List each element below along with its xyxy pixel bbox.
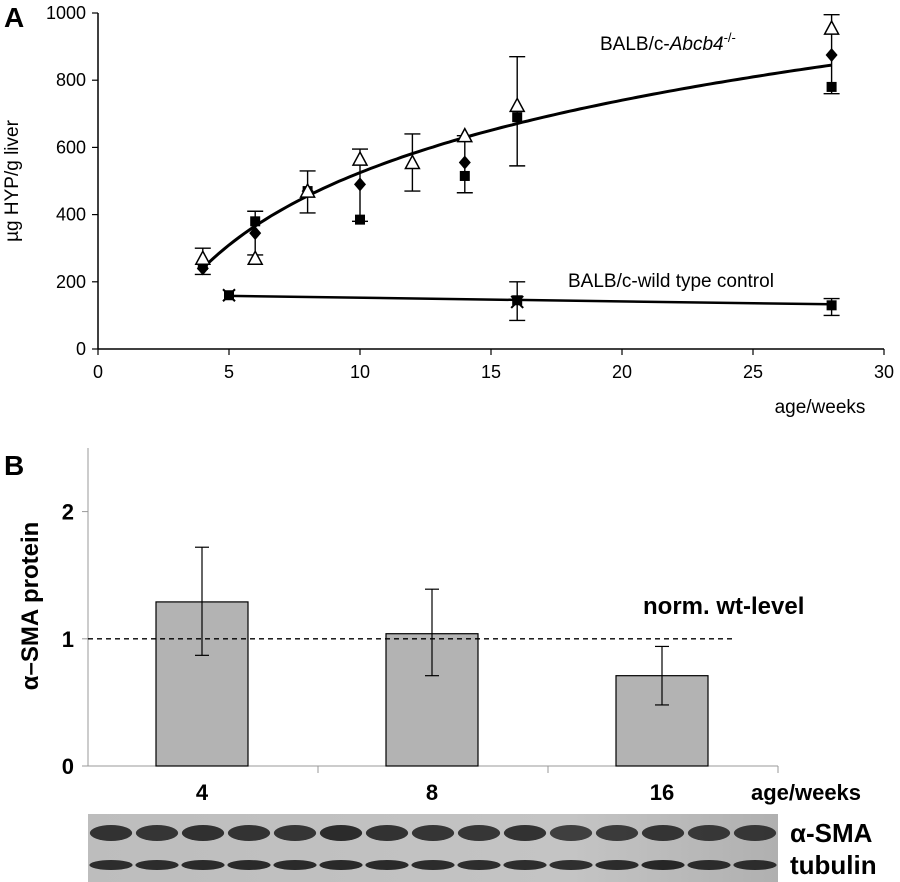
blot-band-tubulin [319,860,363,870]
blot-band-tubulin [365,860,409,870]
data-point-triangle-open [299,182,316,198]
y-tick-label: 0 [62,754,74,779]
data-point-diamond [458,155,471,170]
y-tick-label: 400 [56,205,86,225]
western-blot-image [88,814,778,882]
data-point-triangle-open [404,153,421,170]
panel-a-letter: A [4,2,24,33]
data-point-square [512,295,523,306]
figure-canvas: A µg HYP/g liver age/weeks 0200400600800… [2,2,894,805]
blot-band-asma [89,825,133,841]
blot-band-asma [227,825,271,841]
blot-band-asma [273,825,317,841]
blot-label-asma: α-SMA [790,818,873,848]
data-point-square [355,214,365,225]
data-point-cross [510,295,524,309]
blot-band-asma [319,825,363,841]
blot-band-asma [365,825,409,841]
x-tick-label: 5 [224,362,234,382]
data-point-triangle-open [456,127,474,143]
blot-band-asma [733,825,777,841]
blot-band-tubulin [89,860,133,870]
data-point-square [459,170,470,181]
blot-band-tubulin [273,860,317,870]
data-point-square [826,300,837,311]
blot-band-asma [503,825,547,841]
data-point-triangle-open [508,96,526,113]
data-point-triangle-open [351,150,369,166]
data-point-cross [222,288,236,302]
blot-band-tubulin [641,860,685,870]
panel-b-chart: α–SMA protein age/weeks 0 1 2 4 8 16 norm. w… [17,448,861,805]
error-bar [655,645,669,706]
blot-band-tubulin [733,860,777,870]
blot-band-tubulin [457,860,501,870]
y-tick-label: 1 [62,627,74,652]
panel-a-x-axis-label: age/weeks [775,397,866,418]
blot-band-asma [181,825,225,841]
blot-band-tubulin [687,860,731,870]
blot-background [88,814,778,882]
data-point-diamond [825,48,838,62]
blot-band-tubulin [503,860,547,870]
blot-band-asma [595,825,639,841]
x-tick-label: 10 [350,362,370,382]
blot-band-tubulin [227,860,271,870]
x-tick-label: 8 [426,780,438,805]
blot-band-tubulin [595,860,639,870]
blot-band-tubulin [181,860,225,870]
panel-b-letter: B [4,450,24,481]
panel-a-chart: µg HYP/g liver age/weeks 020040060080010… [2,3,894,418]
y-tick-label: 600 [56,137,86,157]
series-label-ko: BALB/c-Abcb4-/- [600,30,736,55]
data-point-square [826,81,837,92]
blot-band-asma [549,825,593,841]
y-tick-label: 800 [56,70,86,90]
blot-band-tubulin [549,860,593,870]
error-bar [195,546,209,656]
blot-band-asma [641,825,685,841]
x-tick-label: 20 [612,362,632,382]
x-tick-label: 16 [650,780,674,805]
x-tick-label: 30 [874,362,894,382]
x-tick-label: 4 [196,780,209,805]
blot-band-tubulin [411,860,455,870]
x-tick-label: 25 [743,362,763,382]
panel-a-y-axis-label: µg HYP/g liver [2,119,23,241]
blot-band-tubulin [135,860,179,870]
trend-line-wt [228,294,832,306]
blot-band-asma [411,825,455,841]
blot-band-asma [687,825,731,841]
panel-b-x-axis-label: age/weeks [751,780,861,805]
x-tick-label: 0 [93,362,103,382]
data-point-square [512,112,523,123]
y-tick-label: 200 [56,272,86,292]
blot-band-asma [457,825,501,841]
x-tick-label: 15 [481,362,501,382]
blot-label-tubulin: tubulin [790,850,877,880]
data-point-diamond [354,177,366,192]
data-point-triangle-open [194,249,212,266]
data-point-diamond [249,226,262,241]
data-point-triangle-open [246,249,264,266]
reference-line-label: norm. wt-level [643,593,804,620]
data-point-triangle-open [823,19,840,35]
series-label-wt: BALB/c-wild type control [568,271,774,292]
y-tick-label: 0 [76,339,86,359]
data-point-square [250,216,261,227]
blot-band-asma [135,825,179,841]
panel-b-y-axis-label: α–SMA protein [17,522,44,691]
error-bar [425,588,439,677]
y-tick-label: 2 [62,500,74,525]
y-tick-label: 1000 [46,3,86,23]
